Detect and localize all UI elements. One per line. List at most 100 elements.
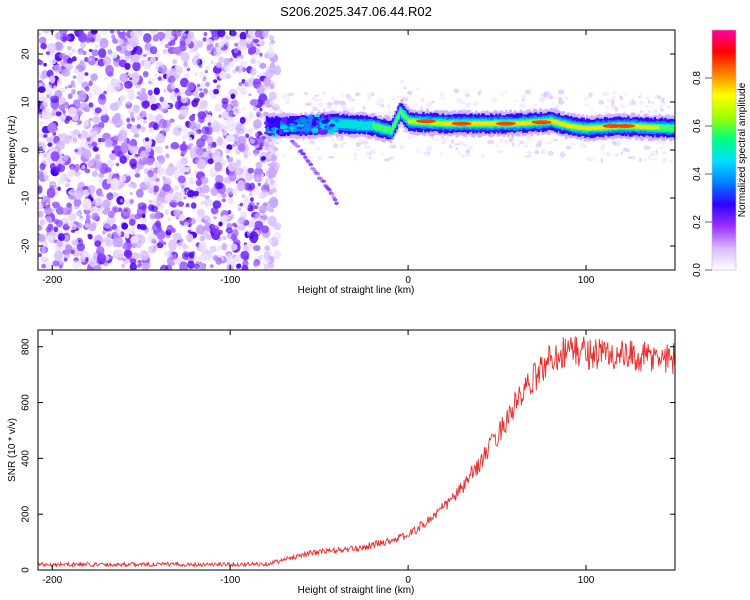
snr-xlabel: Height of straight line (km)	[298, 585, 415, 596]
spectrogram-halo-cell	[495, 144, 500, 148]
spectrogram-noise-cell	[44, 83, 53, 93]
spectrogram-halo-cell	[339, 100, 347, 106]
spectrogram-noise-cell	[67, 46, 72, 51]
spectrogram-noise-cell	[95, 57, 98, 62]
spectrogram-halo-cell	[467, 145, 474, 150]
spectrogram-ridge-cell	[561, 122, 564, 126]
spectrogram-noise-cell	[65, 244, 73, 253]
spectrogram-halo-cell	[439, 92, 444, 97]
spectrogram-noise-cell	[102, 132, 111, 140]
spectrogram-noise-cell	[134, 213, 142, 220]
spectrogram-halo-cell	[649, 153, 656, 157]
spectrogram-ridge-blob	[297, 124, 304, 127]
spectrogram-noise-cell	[237, 143, 246, 152]
spectrogram-noise-cell	[156, 229, 166, 240]
spectrogram-halo-cell	[478, 88, 483, 92]
spectrogram-noise-cell	[214, 162, 223, 172]
spectrogram-noise-cell	[246, 151, 251, 156]
spectrogram-noise-cell	[215, 245, 222, 252]
spectrogram-noise-cell	[74, 148, 79, 153]
spectrogram-branch-cell	[321, 179, 326, 183]
spectrogram-noise-cell	[235, 149, 240, 153]
spectrogram-noise-cell	[57, 177, 66, 185]
spectrogram-branch-cell	[332, 198, 338, 202]
spectrogram-noise-cell	[250, 67, 257, 77]
spectrogram-noise-cell	[88, 117, 93, 122]
spectrogram-ridge-cell	[409, 119, 413, 124]
spectrogram-ridge-blob	[321, 119, 328, 124]
spectrogram-ridge-cell	[646, 125, 649, 129]
spectrogram-noise-cell	[217, 194, 222, 199]
spectrogram-noise-cell	[68, 189, 77, 196]
colorbar-label: Normalized spectral amplitude	[737, 82, 748, 217]
spectrogram-noise-cell	[44, 216, 53, 225]
spectrogram-noise-cell	[163, 200, 168, 204]
spectrogram-noise-cell	[179, 143, 188, 152]
spectrogram-noise-cell	[122, 258, 128, 264]
spectrogram-noise-cell	[108, 152, 117, 161]
spectrogram-noise-cell	[226, 155, 230, 159]
spectrogram-peak-cell	[496, 121, 516, 126]
spectrogram-noise-cell	[85, 37, 91, 43]
spectrogram-noise-cell	[80, 96, 85, 100]
spectrogram-noise-cell	[218, 56, 224, 64]
spectrogram-noise-cell	[205, 198, 213, 206]
spectrogram-branch-cell	[318, 176, 324, 181]
spectrogram-halo-cell	[388, 157, 394, 160]
spectrogram-noise-cell	[252, 148, 260, 155]
spectrogram-halo-cell	[362, 105, 366, 110]
spectrogram-ridge-cell	[413, 119, 416, 124]
spectrogram-noise-cell	[60, 60, 65, 66]
spectrogram-noise-cell	[122, 243, 128, 250]
spectrogram-noise-cell	[196, 208, 204, 218]
spectrogram-noise-cell	[183, 61, 188, 68]
spectrogram-noise-cell	[102, 199, 111, 209]
spectrogram-noise-cell	[236, 46, 242, 51]
spectrogram-halo-cell	[640, 110, 644, 114]
spectrogram-noise-cell	[99, 93, 106, 100]
spectrogram-halo-cell	[333, 143, 339, 149]
spectrogram-noise-cell	[173, 258, 179, 264]
spectrogram-ridge-cell	[358, 121, 361, 130]
spectrogram-noise-cell	[143, 175, 152, 186]
spectrogram-noise-cell	[49, 163, 56, 171]
spectrogram-noise-cell	[94, 107, 102, 114]
spectrogram-noise-cell	[53, 226, 59, 233]
spectrogram-ridge-cell	[372, 122, 375, 129]
spectrogram-halo-cell	[499, 92, 505, 96]
spectrogram-noise-cell	[118, 181, 125, 188]
spectrogram-halo-cell	[283, 94, 287, 99]
spectrogram-noise-cell	[260, 156, 267, 161]
spectrogram-noise-cell	[163, 88, 167, 93]
spectrogram-halo-cell	[662, 157, 667, 163]
spectrogram-branch-cell	[334, 201, 339, 205]
spectrogram-noise-cell	[75, 106, 80, 110]
spectrogram-ridge-cell	[593, 126, 596, 130]
spectrogram-noise-cell	[268, 91, 277, 101]
spectrogram-noise-cell	[74, 163, 80, 172]
spectrogram-noise-cell	[141, 262, 150, 270]
spectrogram-halo-cell	[524, 155, 532, 158]
spectrogram-noise-cell	[241, 264, 249, 270]
spectrogram-halo-cell	[265, 101, 269, 107]
spectrogram-noise-cell	[82, 50, 87, 56]
spectrogram-noise-cell	[253, 174, 263, 183]
spectrogram-halo-cell	[651, 101, 655, 104]
spectrogram-noise-cell	[269, 179, 275, 185]
spectrogram-ridge-cell	[363, 121, 366, 130]
spectrogram-noise-cell	[87, 185, 96, 193]
snr-ytick-label: 400	[21, 450, 32, 467]
spectrogram-ridge-cell	[659, 125, 662, 131]
spectrogram-noise-cell	[201, 77, 206, 83]
spectrogram-noise-cell	[197, 111, 207, 120]
spectrogram-ridge-blob	[269, 132, 275, 136]
spectrogram-ridge-cell	[589, 126, 592, 130]
spectrogram-noise-cell	[98, 48, 107, 58]
spectrogram-noise-cell	[86, 159, 95, 167]
spectrogram-noise-cell	[202, 37, 207, 42]
spectrogram-ridge-cell	[578, 125, 582, 130]
spectrogram-noise-cell	[259, 52, 263, 57]
spectrogram-noise-cell	[109, 255, 114, 260]
figure-title: S206.2025.347.06.44.R02	[280, 4, 432, 19]
snr-ytick-label: 0	[21, 567, 32, 573]
